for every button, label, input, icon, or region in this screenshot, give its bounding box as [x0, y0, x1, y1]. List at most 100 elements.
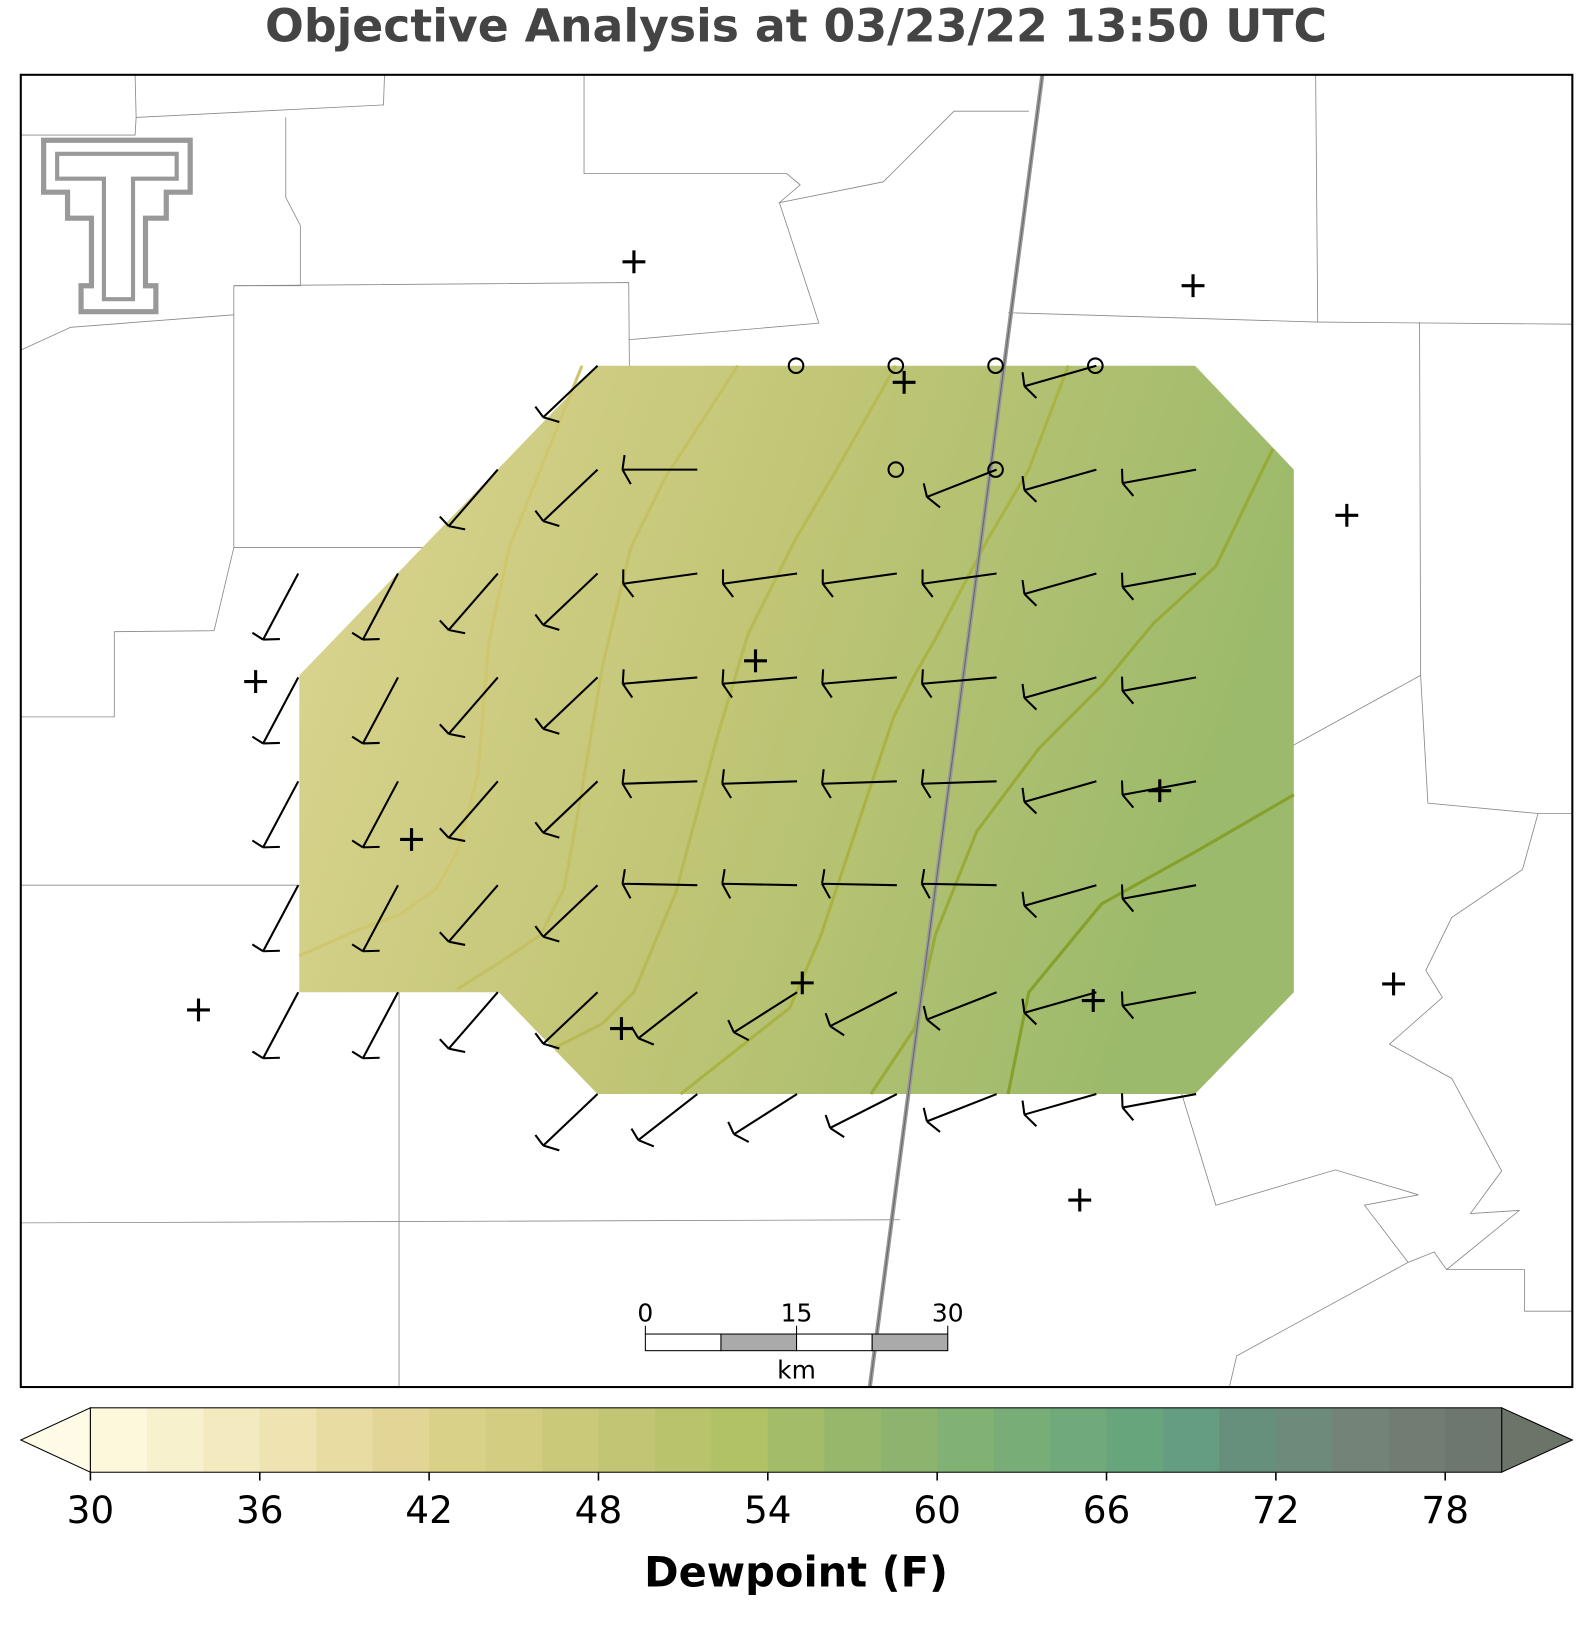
- wind-barb: [534, 780, 599, 839]
- wind-barb: [351, 676, 399, 745]
- wind-barb: [621, 669, 698, 699]
- scale-label: 15: [781, 1299, 813, 1328]
- wind-barb: [534, 572, 599, 631]
- dewpoint-field: [299, 365, 1294, 1095]
- wind-barb: [351, 884, 399, 953]
- scale-segment: [720, 1333, 798, 1352]
- wind-barb: [251, 780, 300, 849]
- calm-marker: [887, 461, 905, 478]
- wind-barb: [621, 869, 698, 899]
- colorbar-tick-label: 54: [744, 1488, 792, 1532]
- station-marker: [610, 1017, 633, 1041]
- highway-center: [869, 74, 1043, 1388]
- calm-marker: [987, 461, 1004, 478]
- wind-barb: [622, 569, 698, 598]
- station-marker: [400, 828, 423, 851]
- wind-barb: [727, 991, 798, 1042]
- wind-barb: [251, 573, 300, 641]
- wind-barb: [439, 572, 499, 635]
- colorbar-swatch: [880, 1407, 938, 1473]
- colorbar-swatch: [1332, 1407, 1390, 1473]
- wind-barb: [920, 869, 997, 899]
- station-marker: [1335, 503, 1359, 527]
- wind-barb: [439, 884, 499, 946]
- wind-barb: [721, 569, 798, 598]
- colorbar-tick-label: 72: [1252, 1488, 1300, 1532]
- wind-barb: [1021, 364, 1097, 399]
- scale-bar: 0 15 30 km: [637, 1299, 963, 1385]
- wind-barbs: [251, 364, 1197, 1152]
- wind-barb: [821, 769, 897, 799]
- colorbar-swatch: [372, 1407, 430, 1473]
- wind-barb: [439, 676, 499, 739]
- wind-barb: [824, 991, 898, 1037]
- station-marker: [892, 370, 916, 394]
- scale-label: 0: [637, 1299, 653, 1328]
- station-marker: [1382, 972, 1406, 996]
- wind-barb: [1021, 884, 1097, 919]
- colorbar-swatch: [824, 1407, 882, 1473]
- station-marker: [1181, 274, 1205, 298]
- wind-barb: [251, 991, 300, 1060]
- wind-barb: [351, 780, 399, 849]
- stations: [187, 250, 1406, 1212]
- colorbar-swatch: [429, 1407, 487, 1473]
- station-marker: [744, 649, 767, 673]
- colorbar-frame: [89, 1407, 1503, 1473]
- wind-barb: [922, 468, 997, 509]
- wind-barb: [1120, 468, 1197, 497]
- wind-barb: [922, 1093, 997, 1133]
- station-marker: [1148, 779, 1172, 803]
- logo: [41, 137, 193, 315]
- colorbar-swatch: [203, 1407, 261, 1473]
- colorbar-over: [1501, 1407, 1574, 1474]
- scale-unit: km: [777, 1356, 816, 1385]
- wind-barb: [251, 676, 300, 745]
- colorbar-tick-label: 66: [1083, 1488, 1131, 1532]
- wind-barb: [439, 780, 499, 843]
- wind-barb: [821, 869, 897, 899]
- wind-barb: [534, 468, 599, 527]
- wind-barb: [821, 569, 897, 598]
- wind-barb: [721, 869, 798, 899]
- colorbar-swatch: [993, 1407, 1051, 1473]
- colorbar-swatch: [937, 1407, 995, 1473]
- colorbar-swatch: [259, 1407, 317, 1473]
- wind-barb: [1021, 676, 1097, 711]
- station-marker: [1068, 1188, 1092, 1212]
- colorbar-swatch: [598, 1407, 656, 1473]
- wind-barb: [534, 676, 599, 735]
- wind-barb: [351, 573, 399, 641]
- colorbar-swatch: [485, 1407, 543, 1473]
- wind-barb: [1021, 1093, 1097, 1128]
- colorbar-under: [19, 1407, 91, 1474]
- colorbar-swatch: [146, 1407, 204, 1473]
- colorbar-tick-label: 42: [405, 1488, 453, 1532]
- colorbar-swatch: [1445, 1407, 1503, 1473]
- station-marker: [790, 971, 814, 995]
- station-marker: [244, 670, 268, 693]
- station-marker: [622, 250, 646, 274]
- wind-barb: [721, 669, 798, 699]
- wind-barb: [621, 769, 698, 799]
- wind-barb: [1120, 991, 1197, 1020]
- calm-marker: [887, 357, 905, 375]
- colorbar-swatch: [90, 1407, 148, 1473]
- wind-barb: [721, 769, 798, 799]
- wind-barb: [351, 991, 399, 1060]
- colorbar-swatch: [316, 1407, 374, 1473]
- wind-barb: [921, 669, 997, 699]
- colorbar-swatch: [1106, 1407, 1164, 1473]
- colorbar-swatch: [767, 1407, 825, 1473]
- colorbar-tick-label: 78: [1421, 1488, 1469, 1532]
- wind-barb: [534, 1093, 599, 1152]
- colorbar-tick-label: 48: [575, 1488, 623, 1532]
- wind-barb: [1120, 1093, 1197, 1122]
- calm-marker: [1087, 357, 1104, 375]
- wind-barb: [1021, 468, 1097, 503]
- station-marker: [1081, 989, 1105, 1012]
- scale-label: 30: [932, 1299, 964, 1328]
- wind-barb: [920, 769, 997, 799]
